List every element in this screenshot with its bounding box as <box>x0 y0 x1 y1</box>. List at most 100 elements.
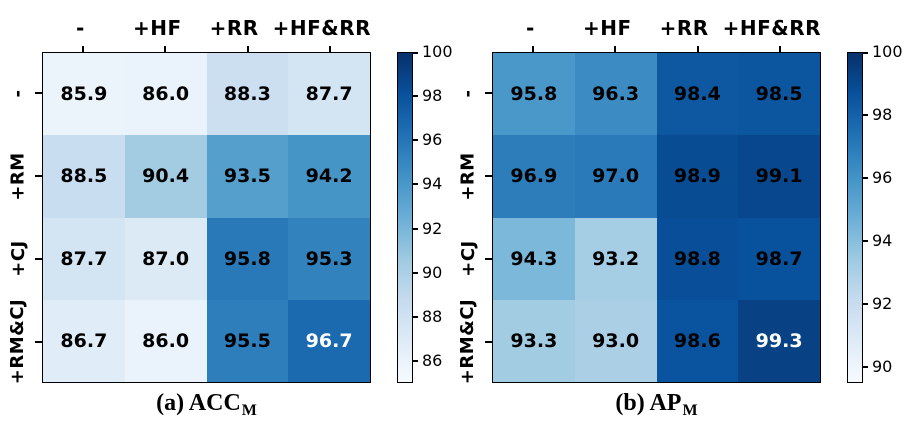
colorbar-tick-label: 92 <box>872 294 893 314</box>
y-axis-label: +RM&CJ <box>2 299 34 384</box>
heatmap-cell: 96.9 <box>493 135 575 218</box>
caption-subscript: M <box>241 402 257 419</box>
y-axis-label: +RM <box>2 135 34 218</box>
heatmap-cell: 98.4 <box>656 53 739 136</box>
y-axis-label: +CJ <box>452 218 484 301</box>
heatmap-cell: 99.1 <box>738 135 820 218</box>
y-axis-label-text: +RM <box>457 151 479 201</box>
x-axis-tick <box>246 46 249 52</box>
heatmap-cell: 95.8 <box>493 53 575 136</box>
colorbar-gradient <box>397 52 413 383</box>
heatmap-cell: 90.4 <box>124 135 207 218</box>
colorbar-tick-label: 94 <box>422 174 443 194</box>
colorbar-tick <box>863 303 868 306</box>
heatmap-acc-m: 85.9 86.0 88.3 87.7 88.5 90.4 93.5 94.2 87.7 87.0… <box>42 52 371 383</box>
colorbar-tick <box>863 52 868 54</box>
heatmap-cell: 86.0 <box>124 53 207 136</box>
y-axis-tick <box>485 340 492 343</box>
heatmap-cell: 98.5 <box>738 53 820 136</box>
colorbar-tick-label: 96 <box>872 168 893 188</box>
colorbar-tick-label: 98 <box>422 86 443 106</box>
y-axis-label-text: - <box>7 89 29 98</box>
colorbar-tick-label: 92 <box>422 218 443 238</box>
colorbar-tick <box>413 359 418 362</box>
heatmap-cell: 94.3 <box>493 217 575 300</box>
x-axis-labels: - +HF +RR +HF&RR <box>42 12 371 44</box>
caption-ap-m: (b) APM <box>492 390 821 420</box>
heatmap-cell: 98.8 <box>656 217 739 300</box>
y-axis-label: - <box>452 52 484 135</box>
heatmap-cell: 96.3 <box>574 53 657 136</box>
x-axis-tick <box>82 46 85 52</box>
x-axis-label: - <box>526 16 535 40</box>
x-axis-tick <box>328 46 331 52</box>
caption-metric: ACC <box>188 390 241 416</box>
x-axis-label: +HF <box>582 16 632 40</box>
x-axis-label: +RR <box>659 16 709 40</box>
x-axis-label: +HF&RR <box>272 16 371 40</box>
x-axis-label: - <box>76 16 85 40</box>
colorbar-tick <box>413 227 418 230</box>
colorbar-tick-label: 96 <box>422 130 443 150</box>
x-axis-tick <box>778 46 781 52</box>
heatmap-cell: 94.2 <box>288 135 370 218</box>
heatmap-cell: 96.7 <box>288 299 370 382</box>
panel-acc-m: - +HF +RR +HF&RR - +RM +CJ +RM&CJ 85.9 86.0 88.3… <box>2 12 452 420</box>
colorbar-tick <box>863 114 868 117</box>
colorbar-tick-label: 90 <box>872 357 893 377</box>
heatmap-ap-m: 95.8 96.3 98.4 98.5 96.9 97.0 98.9 99.1 94.3 93.2… <box>492 52 821 383</box>
y-axis-tick <box>485 175 492 178</box>
heatmap-cell: 88.5 <box>43 135 125 218</box>
x-axis-tick <box>696 46 699 52</box>
colorbar-tick <box>413 271 418 274</box>
colorbar-ap-m: 90 92 94 96 98 100 <box>847 43 908 383</box>
caption-subscript: M <box>682 402 698 419</box>
heatmap-cell: 93.0 <box>574 299 657 382</box>
x-axis-label: +HF <box>132 16 182 40</box>
y-axis-label: - <box>2 52 34 135</box>
x-axis-label: +HF&RR <box>722 16 821 40</box>
heatmap-cell: 93.3 <box>493 299 575 382</box>
caption-index: (a) <box>156 390 185 416</box>
y-axis-tick <box>35 175 42 178</box>
colorbar-tick-label: 100 <box>422 42 453 61</box>
heatmap-cell: 98.6 <box>656 299 739 382</box>
y-axis-label: +RM <box>452 135 484 218</box>
colorbar-tick-label: 90 <box>422 262 443 282</box>
heatmap-cell: 86.0 <box>124 299 207 382</box>
heatmap-cell: 99.3 <box>738 299 820 382</box>
colorbar-tick <box>413 95 418 98</box>
colorbar-tick-label: 94 <box>872 231 893 251</box>
heatmap-cell: 98.7 <box>738 217 820 300</box>
colorbar-tick-label: 86 <box>422 350 443 370</box>
heatmap-cell: 88.3 <box>206 53 289 136</box>
caption-acc-m: (a) ACCM <box>42 390 371 420</box>
y-axis-tick <box>35 257 42 260</box>
colorbar-tick <box>413 315 418 318</box>
y-axis-tick <box>485 92 492 95</box>
y-axis-tick <box>35 92 42 95</box>
heatmap-cell: 95.8 <box>206 217 289 300</box>
colorbar-tick <box>863 240 868 243</box>
y-axis-label-text: +CJ <box>7 240 29 278</box>
heatmap-cell: 95.3 <box>288 217 370 300</box>
colorbar-tick-label: 88 <box>422 306 443 326</box>
y-axis-label-text: +CJ <box>457 240 479 278</box>
y-axis-label-text: - <box>457 89 479 98</box>
y-axis-label: +CJ <box>2 218 34 301</box>
colorbar-tick <box>413 52 418 54</box>
heatmap-cell: 93.2 <box>574 217 657 300</box>
x-axis-label: +RR <box>209 16 259 40</box>
x-axis-tick <box>614 46 617 52</box>
heatmap-cell: 87.0 <box>124 217 207 300</box>
y-axis-tick <box>35 340 42 343</box>
x-axis-tick <box>532 46 535 52</box>
heatmap-cell: 87.7 <box>288 53 370 136</box>
colorbar-tick <box>863 177 868 180</box>
heatmap-cell: 97.0 <box>574 135 657 218</box>
x-axis-labels: - +HF +RR +HF&RR <box>492 12 821 44</box>
caption-index: (b) <box>615 390 645 416</box>
heatmap-cell: 85.9 <box>43 53 125 136</box>
colorbar-acc-m: 86 88 90 92 94 96 98 100 <box>397 43 467 383</box>
